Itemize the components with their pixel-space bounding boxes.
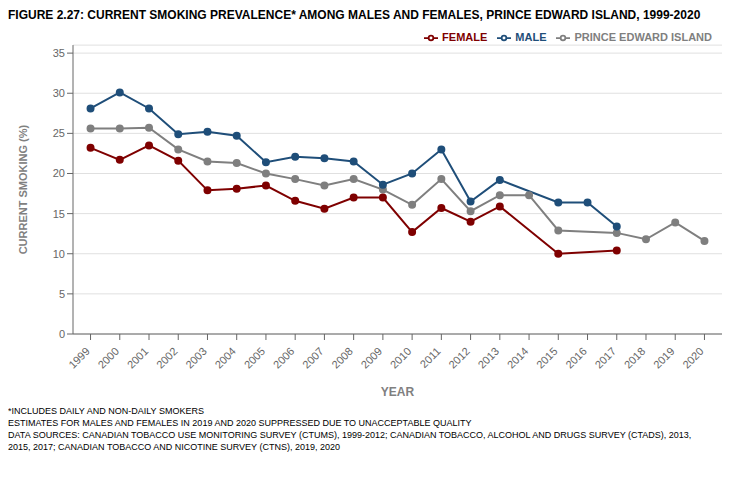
html-text:DATA SOURCES: CANADIAN TOBACCO: DATA SOURCES: CANADIAN TOBACCO USE MONIT… — [8, 430, 692, 440]
svg-text:2014: 2014 — [505, 345, 531, 371]
svg-text:2013: 2013 — [475, 345, 501, 371]
svg-text:2015: 2015 — [534, 345, 560, 371]
svg-text:YEAR: YEAR — [381, 385, 415, 399]
svg-text:0: 0 — [59, 328, 65, 340]
svg-text:1999: 1999 — [66, 345, 92, 371]
svg-text:30: 30 — [53, 87, 65, 99]
html-text:*INCLUDES DAILY AND NON-DAILY: *INCLUDES DAILY AND NON-DAILY SMOKERS — [8, 406, 204, 416]
html-text:ESTIMATES FOR MALES AND FEMALE: ESTIMATES FOR MALES AND FEMALES IN 2019 … — [8, 418, 472, 428]
svg-text:25: 25 — [53, 127, 65, 139]
html-text:FEMALE: FEMALE — [442, 31, 488, 43]
svg-text:35: 35 — [53, 47, 65, 59]
svg-text:2016: 2016 — [563, 345, 589, 371]
svg-text:2008: 2008 — [329, 345, 355, 371]
svg-text:2011: 2011 — [418, 345, 443, 370]
svg-text:5: 5 — [59, 288, 65, 300]
svg-text:20: 20 — [53, 167, 65, 179]
svg-text:15: 15 — [53, 208, 65, 220]
html-text:FIGURE 2.27: CURRENT SMOKING P: FIGURE 2.27: CURRENT SMOKING PREVALENCE*… — [8, 8, 701, 22]
svg-text:2005: 2005 — [242, 345, 268, 371]
svg-text:2010: 2010 — [388, 345, 414, 371]
svg-text:2019: 2019 — [651, 345, 677, 371]
svg-text:2007: 2007 — [300, 345, 326, 371]
svg-text:2000: 2000 — [95, 345, 121, 371]
svg-text:2017: 2017 — [592, 345, 618, 371]
svg-text:2002: 2002 — [154, 345, 180, 371]
svg-text:2018: 2018 — [622, 345, 648, 371]
html-text:PRINCE EDWARD ISLAND: PRINCE EDWARD ISLAND — [574, 31, 712, 43]
svg-text:2006: 2006 — [271, 345, 297, 371]
svg-text:2004: 2004 — [212, 345, 238, 371]
svg-text:2012: 2012 — [446, 345, 472, 371]
svg-text:CURRENT SMOKING (%): CURRENT SMOKING (%) — [17, 124, 29, 254]
svg-text:2020: 2020 — [680, 345, 706, 371]
svg-text:2009: 2009 — [358, 345, 384, 371]
html-text:MALE: MALE — [515, 31, 547, 43]
svg-text:2003: 2003 — [183, 345, 209, 371]
html-text:2015, 2017; CANADIAN TOBACCO A: 2015, 2017; CANADIAN TOBACCO AND NICOTIN… — [8, 442, 340, 452]
svg-text:2001: 2001 — [125, 345, 151, 371]
svg-text:10: 10 — [53, 248, 65, 260]
